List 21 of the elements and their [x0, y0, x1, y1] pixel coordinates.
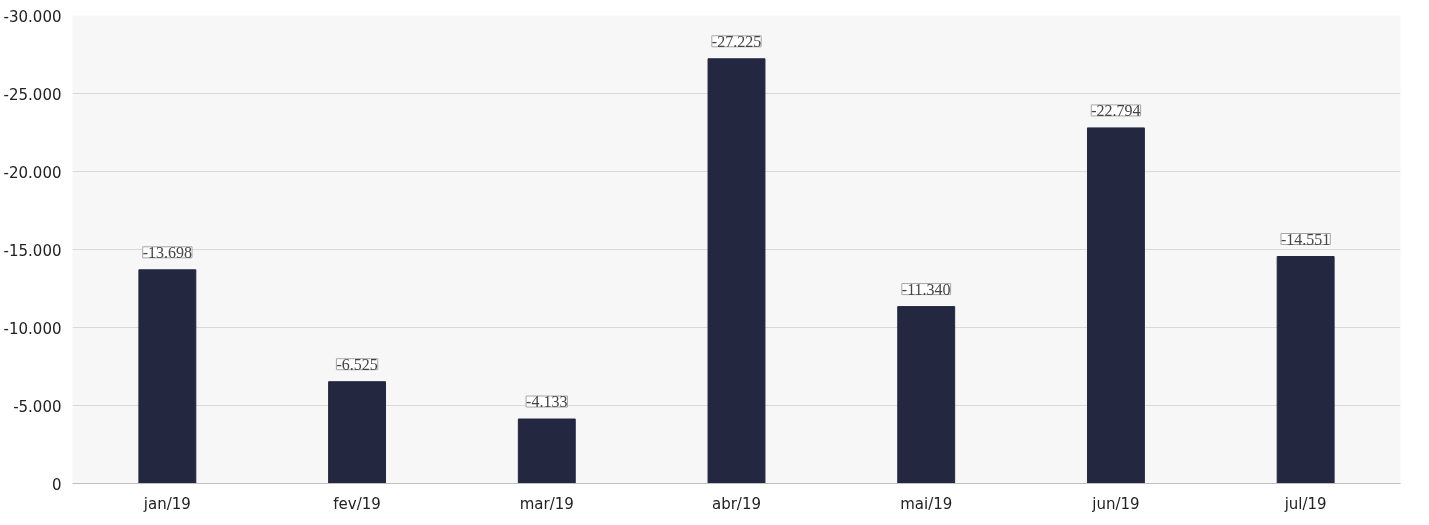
x-tick-label: jul/19: [1283, 494, 1327, 513]
y-tick-label: -15.000: [3, 241, 62, 260]
x-tick-label: mai/19: [900, 494, 953, 513]
y-tick-label: 0: [51, 475, 62, 494]
y-tick-label: -10.000: [3, 319, 62, 338]
y-tick-label: -25.000: [3, 85, 62, 104]
data-label: -13.698: [142, 243, 193, 261]
x-tick-label: abr/19: [711, 494, 762, 513]
y-tick-label: -20.000: [3, 163, 62, 182]
data-label: -14.551: [1280, 230, 1331, 248]
x-tick-label: jan/19: [142, 494, 191, 513]
data-label: -6.525: [336, 355, 378, 373]
x-tick-label: fev/19: [333, 494, 381, 513]
data-label: -11.340: [901, 280, 951, 298]
data-label: -22.794: [1091, 101, 1141, 119]
y-tick-label: -30.000: [3, 7, 62, 26]
x-tick-label: mar/19: [519, 494, 574, 513]
data-label: -27.225: [711, 32, 762, 50]
y-tick-label: -5.000: [13, 397, 62, 416]
x-tick-label: jun/19: [1091, 494, 1140, 513]
data-label: -4.133: [526, 393, 568, 411]
